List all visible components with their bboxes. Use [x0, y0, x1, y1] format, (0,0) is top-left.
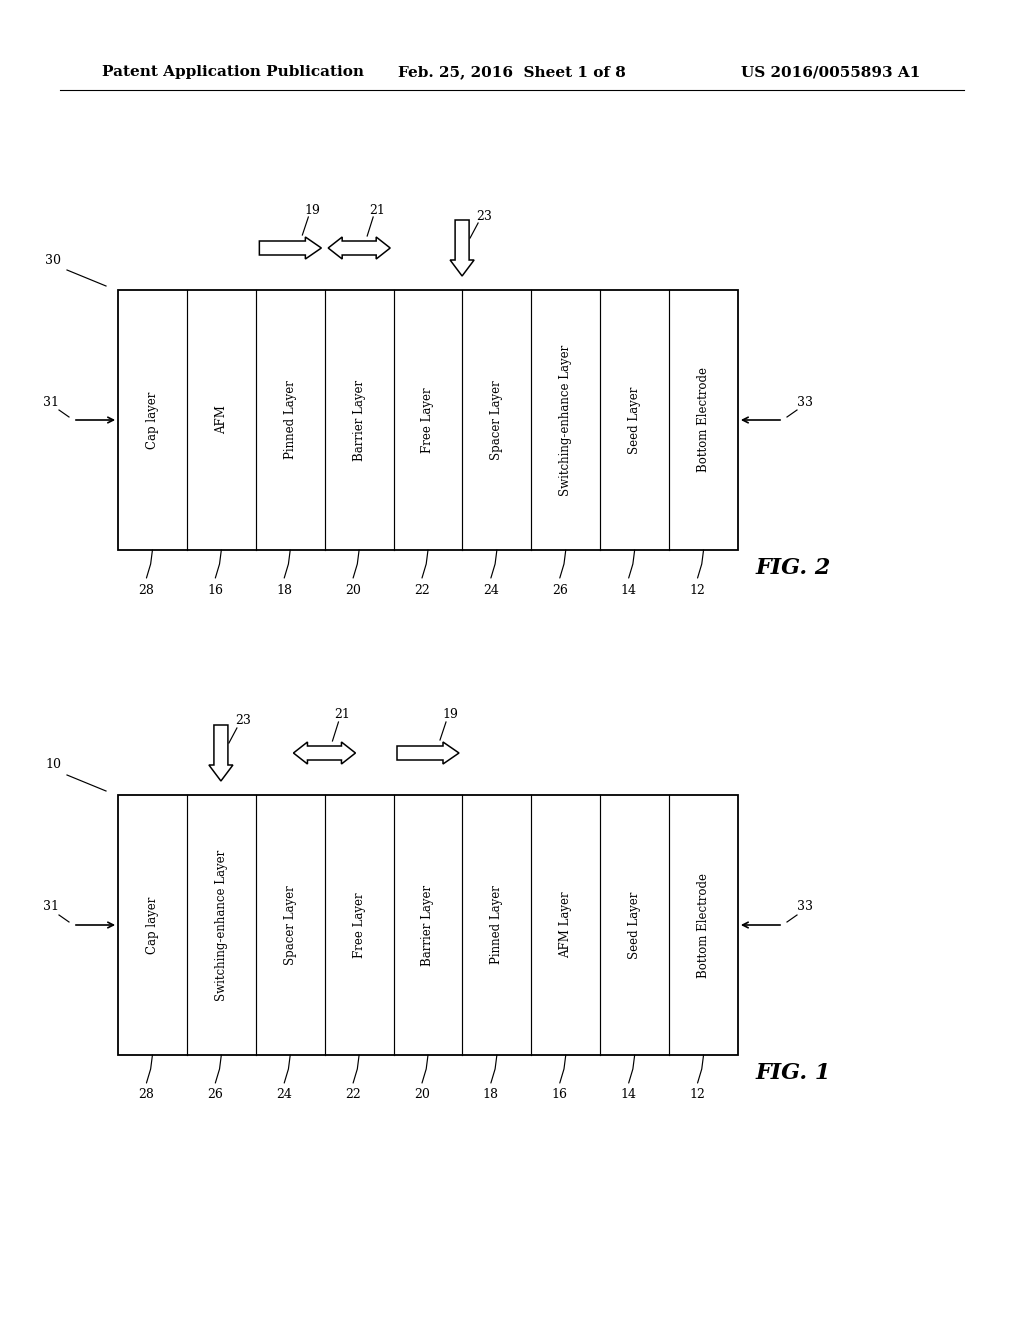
Text: 23: 23: [234, 714, 251, 727]
Text: 20: 20: [345, 583, 361, 597]
Text: US 2016/0055893 A1: US 2016/0055893 A1: [740, 65, 920, 79]
Text: Switching-enhance Layer: Switching-enhance Layer: [559, 345, 572, 495]
Text: 22: 22: [345, 1089, 361, 1101]
Text: Barrier Layer: Barrier Layer: [422, 884, 434, 965]
Text: 19: 19: [304, 203, 321, 216]
Text: 30: 30: [45, 253, 61, 267]
Text: Seed Layer: Seed Layer: [628, 387, 641, 454]
Text: 23: 23: [476, 210, 493, 223]
Text: AFM Layer: AFM Layer: [559, 892, 572, 958]
Text: Pinned Layer: Pinned Layer: [490, 886, 504, 965]
Text: 33: 33: [797, 900, 813, 913]
Text: 28: 28: [138, 583, 155, 597]
Text: Cap layer: Cap layer: [146, 391, 159, 449]
Text: 18: 18: [483, 1089, 499, 1101]
Text: Spacer Layer: Spacer Layer: [284, 886, 297, 965]
Text: 31: 31: [43, 900, 59, 913]
Text: Bottom Electrode: Bottom Electrode: [697, 873, 710, 978]
Text: 20: 20: [414, 1089, 430, 1101]
Bar: [118, 290, 738, 550]
Text: 21: 21: [370, 203, 385, 216]
Text: 18: 18: [276, 583, 292, 597]
Text: Barrier Layer: Barrier Layer: [352, 379, 366, 461]
Text: 19: 19: [442, 709, 458, 722]
Text: 22: 22: [414, 583, 430, 597]
Text: Pinned Layer: Pinned Layer: [284, 380, 297, 459]
Polygon shape: [209, 725, 232, 781]
Text: 14: 14: [621, 583, 637, 597]
Text: 12: 12: [689, 1089, 706, 1101]
Text: Patent Application Publication: Patent Application Publication: [102, 65, 364, 79]
Text: FIG. 1: FIG. 1: [756, 1063, 831, 1084]
Text: 24: 24: [483, 583, 499, 597]
Text: 12: 12: [689, 583, 706, 597]
Polygon shape: [397, 742, 459, 764]
Text: FIG. 2: FIG. 2: [756, 557, 831, 579]
Text: 33: 33: [797, 396, 813, 408]
Text: 10: 10: [45, 759, 61, 771]
Polygon shape: [451, 220, 474, 276]
Text: 24: 24: [276, 1089, 292, 1101]
Text: Free Layer: Free Layer: [352, 892, 366, 958]
Text: Cap layer: Cap layer: [146, 896, 159, 953]
Polygon shape: [294, 742, 355, 764]
Text: Seed Layer: Seed Layer: [628, 891, 641, 958]
Polygon shape: [259, 238, 322, 259]
Polygon shape: [328, 238, 390, 259]
Text: Free Layer: Free Layer: [422, 387, 434, 453]
Text: AFM: AFM: [215, 405, 227, 434]
Text: Bottom Electrode: Bottom Electrode: [697, 367, 710, 473]
Text: 31: 31: [43, 396, 59, 408]
Text: 21: 21: [335, 709, 350, 722]
Text: 14: 14: [621, 1089, 637, 1101]
Text: 16: 16: [207, 583, 223, 597]
Text: Switching-enhance Layer: Switching-enhance Layer: [215, 849, 227, 1001]
Text: 28: 28: [138, 1089, 155, 1101]
Bar: [118, 795, 738, 1055]
Text: Spacer Layer: Spacer Layer: [490, 380, 504, 459]
Text: 16: 16: [552, 1089, 567, 1101]
Text: 26: 26: [208, 1089, 223, 1101]
Text: 26: 26: [552, 583, 567, 597]
Text: Feb. 25, 2016  Sheet 1 of 8: Feb. 25, 2016 Sheet 1 of 8: [398, 65, 626, 79]
